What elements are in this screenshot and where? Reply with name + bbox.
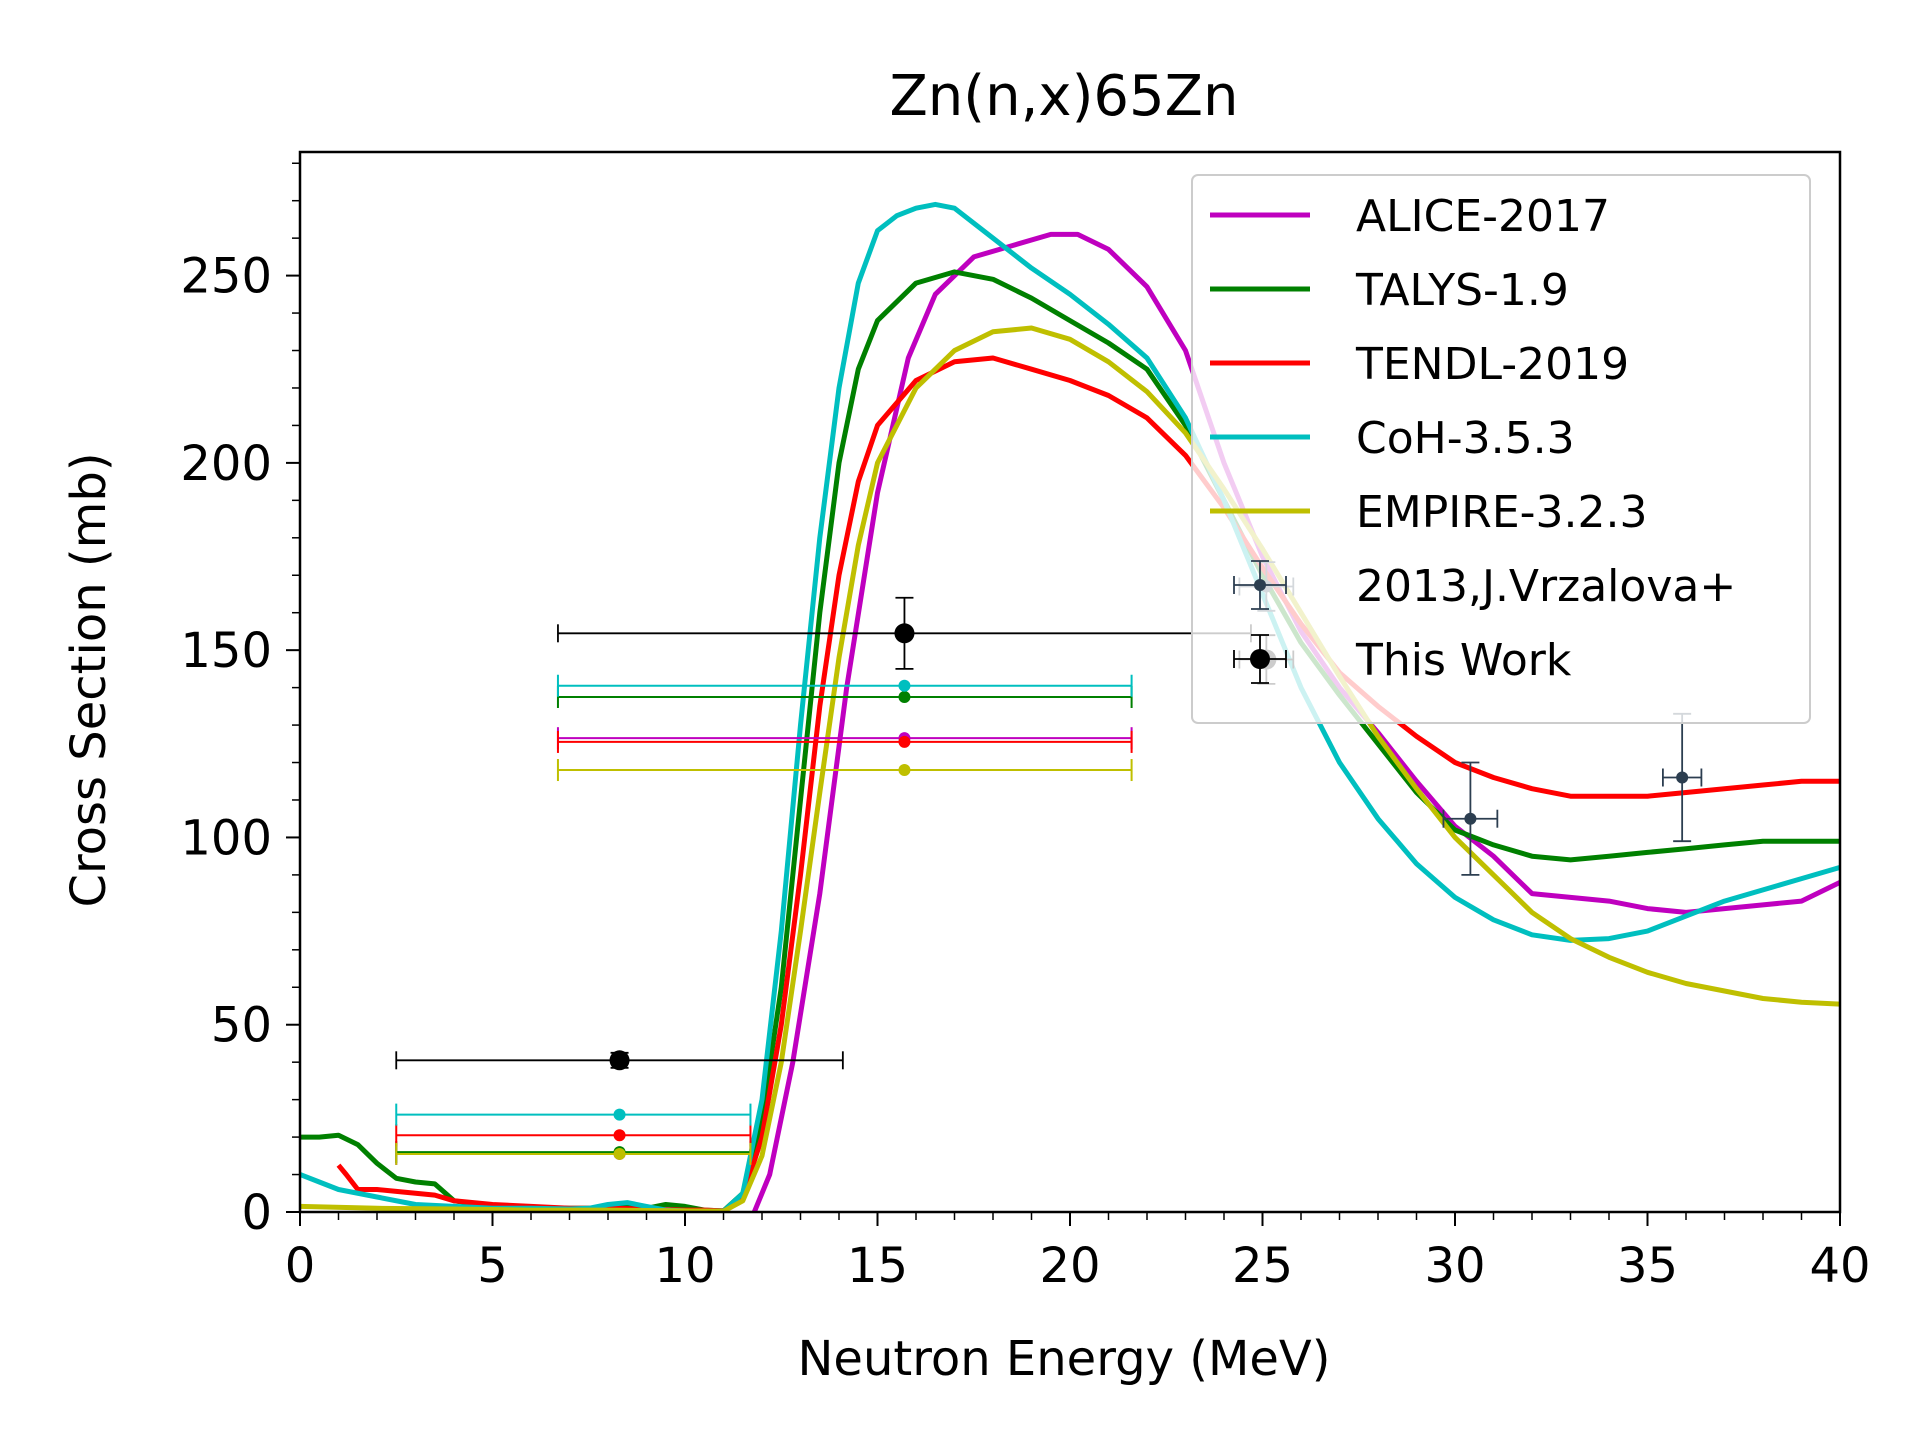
y-tick-label: 0 — [241, 1185, 272, 1241]
legend-label-exp-0: 2013,J.Vrzalova+ — [1356, 561, 1736, 612]
legend-label-4: EMPIRE-3.2.3 — [1356, 487, 1647, 538]
this-work-point — [894, 623, 915, 644]
x-tick-label: 20 — [1039, 1238, 1100, 1294]
fold-point-4 — [613, 1147, 626, 1160]
legend-label-1: TALYS-1.9 — [1355, 265, 1569, 316]
legend-label-0: ALICE-2017 — [1356, 191, 1610, 242]
y-tick-label: 50 — [211, 998, 272, 1054]
axes: 0 5 10 15 20 25 30 35 40 0 50 100 150 200 250 — [180, 150, 1871, 1294]
legend-box — [1191, 174, 1811, 724]
x-tick-label: 10 — [654, 1238, 715, 1294]
series-line-2 — [336, 355, 1840, 1212]
fold-point-4 — [898, 764, 911, 777]
chart-title: Zn(n,x)65Zn — [889, 64, 1238, 129]
legend-label-2: TENDL-2019 — [1355, 339, 1629, 390]
x-axis-label: Neutron Energy (MeV) — [798, 1331, 1331, 1387]
fold-point-2 — [898, 735, 911, 748]
legend-label-3: CoH-3.5.3 — [1356, 413, 1575, 464]
vrzalova-point — [1464, 812, 1477, 825]
legend-label-exp-1: This Work — [1355, 635, 1572, 686]
y-tick-label: 150 — [180, 623, 272, 679]
x-tick-label: 5 — [477, 1238, 508, 1294]
x-tick-label: 0 — [285, 1238, 316, 1294]
plot-area — [300, 201, 1840, 1212]
legend-marker-1 — [1250, 649, 1270, 669]
vrzalova-point — [1676, 771, 1689, 784]
fold-point-1 — [898, 690, 911, 703]
x-tick-label: 35 — [1617, 1238, 1678, 1294]
fold-point-3 — [613, 1108, 626, 1121]
y-axis-label: Cross Section (mb) — [61, 452, 117, 907]
y-tick-label: 250 — [180, 249, 272, 305]
fold-point-2 — [613, 1129, 626, 1142]
x-tick-label: 30 — [1424, 1238, 1485, 1294]
legend-marker-0 — [1254, 579, 1266, 591]
series-line-4 — [300, 325, 1840, 1212]
y-tick-label: 100 — [180, 810, 272, 866]
fold-point-3 — [898, 679, 911, 692]
legend: ALICE-2017 TALYS-1.9 TENDL-2019 CoH-3.5.3 EM… — [1191, 174, 1811, 724]
y-tick-label: 200 — [180, 436, 272, 492]
x-tick-label: 15 — [847, 1238, 908, 1294]
this-work-point — [609, 1050, 630, 1071]
x-tick-label: 40 — [1809, 1238, 1870, 1294]
x-tick-label: 25 — [1232, 1238, 1293, 1294]
